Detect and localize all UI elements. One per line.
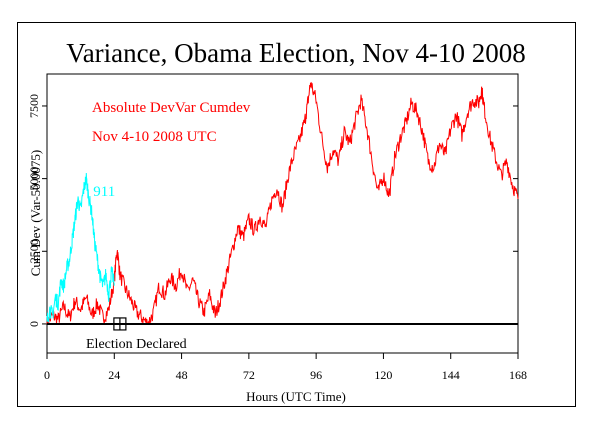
x-tick-label-6: 144 (442, 368, 460, 382)
x-tick-label-0: 0 (44, 368, 50, 382)
y-axis: 0 2500 5000 7500 (27, 94, 518, 327)
chart-frame (17, 22, 576, 407)
label-911: 911 (93, 184, 115, 200)
series-layer (46, 81, 519, 325)
y-tick-label-3: 7500 (27, 94, 41, 118)
x-tick-label-3: 72 (243, 368, 255, 382)
plot-area (46, 73, 519, 354)
series-line-absolute-devvar-cumdev (46, 81, 519, 325)
series-line-911 (46, 172, 115, 323)
y-tick-label-0: 0 (27, 321, 41, 327)
x-tick-label-5: 120 (374, 368, 392, 382)
legend-line-1: Absolute DevVar Cumdev (92, 100, 251, 116)
x-tick-label-2: 48 (176, 368, 188, 382)
y-tick-label-2: 5000 (27, 167, 41, 191)
y-tick-label-1: 2500 (27, 239, 41, 263)
election-declared-label: Election Declared (86, 337, 187, 352)
x-tick-label-4: 96 (310, 368, 322, 382)
x-axis-label: Hours (UTC Time) (246, 389, 346, 404)
x-tick-label-7: 168 (509, 368, 527, 382)
chart-title: Variance, Obama Election, Nov 4-10 2008 (66, 38, 526, 68)
x-tick-label-1: 24 (108, 368, 120, 382)
x-axis: 0 24 48 72 96 120 144 168 (44, 353, 527, 382)
y-axis-label: Cum Dev (Var-50.0075) (28, 150, 43, 276)
legend-line-2: Nov 4-10 2008 UTC (92, 129, 217, 145)
election-declared-marker (113, 317, 127, 331)
